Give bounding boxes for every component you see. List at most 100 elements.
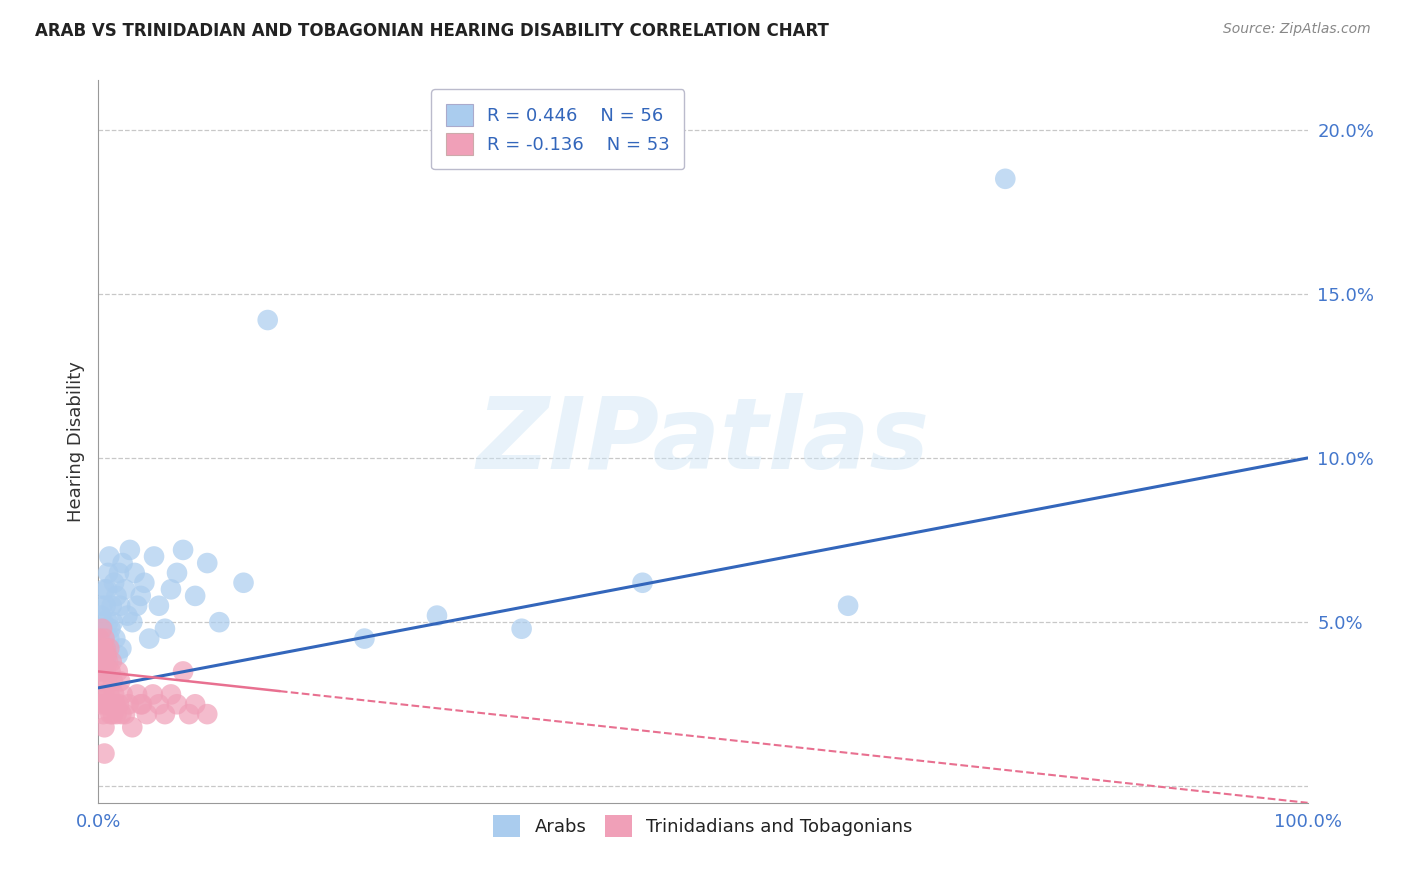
Point (104, 632, 127, 646)
Point (93, 720, 115, 734)
Point (172, 665, 194, 679)
Point (91, 707, 114, 722)
Point (98, 549, 121, 564)
Point (118, 542, 141, 557)
Point (153, 707, 176, 722)
Point (107, 648, 129, 662)
Legend: Arabs, Trinidadians and Tobagonians: Arabs, Trinidadians and Tobagonians (486, 808, 920, 845)
Point (105, 589, 128, 603)
Point (184, 698, 207, 712)
Point (107, 665, 129, 679)
Point (89, 632, 111, 646)
Point (96, 641, 118, 656)
Text: ZIPatlas: ZIPatlas (477, 393, 929, 490)
Point (111, 556, 134, 570)
Point (105, 707, 128, 722)
Point (160, 687, 183, 701)
Point (94, 655, 117, 669)
Point (129, 698, 152, 712)
Point (91, 641, 114, 656)
Point (837, 599, 859, 613)
Point (118, 698, 141, 712)
Y-axis label: Hearing Disability: Hearing Disability (66, 361, 84, 522)
Point (90, 608, 112, 623)
Point (90, 698, 112, 712)
Point (208, 615, 231, 630)
Point (91, 687, 114, 701)
Point (101, 615, 124, 630)
Point (94, 599, 117, 613)
Point (121, 615, 143, 630)
Point (114, 707, 136, 722)
Point (103, 687, 125, 701)
Point (510, 622, 533, 636)
Point (91, 665, 114, 679)
Point (110, 641, 132, 656)
Point (143, 549, 166, 564)
Point (166, 698, 188, 712)
Point (90, 641, 112, 656)
Point (97, 566, 120, 580)
Point (93, 582, 115, 597)
Point (134, 575, 156, 590)
Point (172, 542, 194, 557)
Point (131, 698, 153, 712)
Point (631, 575, 654, 590)
Point (100, 599, 122, 613)
Point (89, 665, 111, 679)
Point (90, 648, 112, 662)
Point (138, 632, 160, 646)
Point (96, 582, 118, 597)
Text: Source: ZipAtlas.com: Source: ZipAtlas.com (1223, 22, 1371, 37)
Point (426, 608, 449, 623)
Point (184, 589, 207, 603)
Point (148, 599, 170, 613)
Point (127, 599, 149, 613)
Point (108, 698, 131, 712)
Point (100, 655, 122, 669)
Point (108, 599, 131, 613)
Point (111, 687, 134, 701)
Point (100, 622, 122, 636)
Point (93, 632, 115, 646)
Point (994, 171, 1017, 186)
Point (94, 698, 117, 712)
Point (129, 589, 152, 603)
Point (91, 674, 114, 689)
Point (110, 707, 132, 722)
Point (127, 687, 149, 701)
Point (97, 655, 120, 669)
Point (97, 698, 120, 712)
Point (89, 655, 111, 669)
Point (91, 648, 114, 662)
Point (117, 608, 139, 623)
Point (179, 707, 201, 722)
Point (101, 674, 124, 689)
Point (353, 632, 375, 646)
Point (232, 575, 254, 590)
Point (100, 707, 122, 722)
Point (96, 648, 118, 662)
Point (93, 687, 115, 701)
Point (98, 632, 121, 646)
Point (96, 674, 118, 689)
Point (166, 566, 188, 580)
Point (98, 641, 121, 656)
Point (124, 566, 146, 580)
Point (108, 674, 131, 689)
Point (94, 665, 117, 679)
Point (256, 313, 278, 327)
Point (97, 615, 120, 630)
Point (91, 655, 114, 669)
Point (94, 641, 117, 656)
Point (101, 707, 124, 722)
Point (103, 575, 125, 590)
Point (114, 582, 136, 597)
Point (135, 707, 157, 722)
Point (98, 687, 121, 701)
Point (100, 665, 122, 679)
Point (195, 707, 218, 722)
Point (153, 622, 176, 636)
Point (91, 655, 114, 669)
Text: ARAB VS TRINIDADIAN AND TOBAGONIAN HEARING DISABILITY CORRELATION CHART: ARAB VS TRINIDADIAN AND TOBAGONIAN HEARI… (35, 22, 830, 40)
